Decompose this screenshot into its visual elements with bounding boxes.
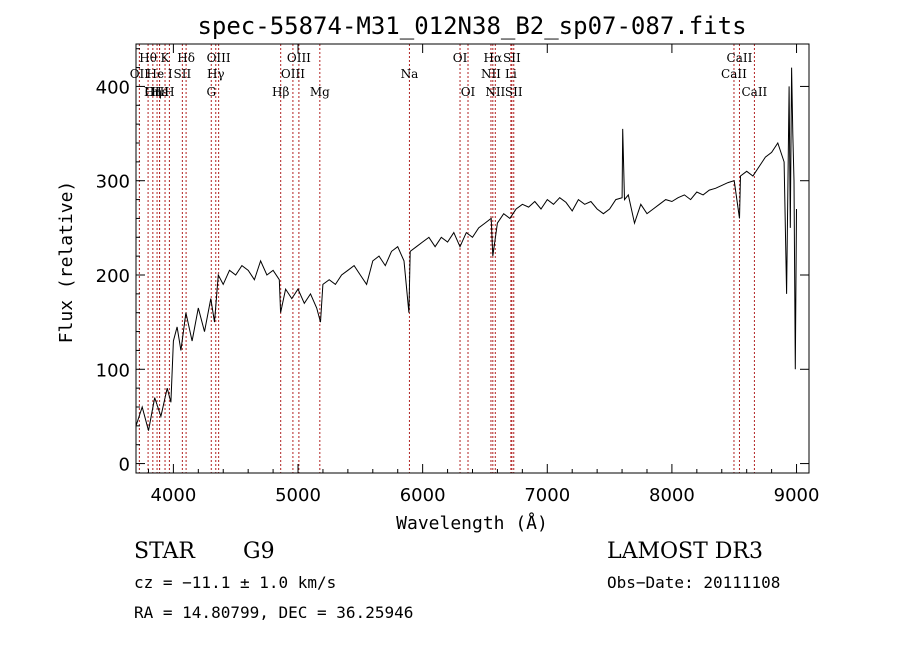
line-label-28: CaII [741, 85, 767, 99]
x-axis: 4000 5000 6000 7000 8000 9000 [147, 44, 820, 506]
line-label-2: OIII [145, 85, 169, 99]
y-tick-label-2: 200 [96, 266, 130, 287]
line-label-0: Hθ [139, 51, 157, 65]
line-label-11: G [206, 85, 216, 99]
object-class: STAR [134, 539, 195, 564]
spectrum-series-line [135, 67, 797, 431]
line-label-22: NII [485, 85, 505, 99]
line-label-3: Hε [151, 85, 168, 99]
x-tick-label-2: 6000 [400, 485, 446, 506]
line-label-15: OIII [287, 51, 311, 65]
line-label-26: CaII [721, 67, 747, 81]
line-markers [138, 44, 755, 473]
chart-title: spec-55874-M31_012N38_B2_sp07-087.fits [197, 12, 746, 40]
line-label-17: Na [401, 67, 419, 81]
line-label-13: Hβ [272, 85, 289, 99]
line-label-5: K [161, 51, 171, 65]
y-tick-label-0: 0 [119, 455, 130, 476]
x-tick-label-0: 4000 [150, 485, 196, 506]
y-axis: 0 100 200 300 400 [96, 48, 809, 476]
y-tick-label-3: 300 [96, 172, 130, 193]
x-tick-label-4: 8000 [649, 485, 695, 506]
line-label-25: SII [505, 85, 523, 99]
line-label-7: Hη [144, 85, 162, 99]
line-label-1: OII [130, 67, 150, 81]
y-axis-label: Flux (relative) [56, 181, 77, 344]
x-tick-label-3: 7000 [524, 485, 570, 506]
survey-name: LAMOST DR3 [607, 539, 763, 564]
line-label-20: NII [481, 67, 501, 81]
line-label-24: Li [505, 67, 517, 81]
object-subclass: G9 [243, 539, 275, 564]
x-tick-label-5: 9000 [774, 485, 820, 506]
line-label-27: CaII [727, 51, 753, 65]
line-label-10: Hγ [207, 67, 225, 81]
obs-date: Obs−Date: 20111108 [607, 573, 781, 592]
line-label-4: He I [146, 67, 172, 81]
plot-frame [135, 43, 810, 474]
line-label-19: OI [461, 85, 476, 99]
y-tick-label-1: 100 [96, 360, 130, 381]
line-label-23: SII [503, 51, 521, 65]
line-label-16: Mg [310, 85, 330, 99]
line-label-21: Hα [484, 51, 503, 65]
line-label-12: OIII [207, 51, 231, 65]
line-label-14: OIII [281, 67, 305, 81]
line-label-8: SII [174, 67, 192, 81]
y-tick-label-4: 400 [96, 77, 130, 98]
line-label-6: H [164, 85, 174, 99]
line-label-9: Hδ [177, 51, 195, 65]
line-label-18: OI [453, 51, 468, 65]
x-tick-label-1: 5000 [275, 485, 321, 506]
redshift-value: cz = −11.1 ± 1.0 km/s [134, 573, 337, 592]
x-axis-label: Wavelength (Å) [396, 512, 548, 534]
ra-dec: RA = 14.80799, DEC = 36.25946 [134, 603, 414, 622]
